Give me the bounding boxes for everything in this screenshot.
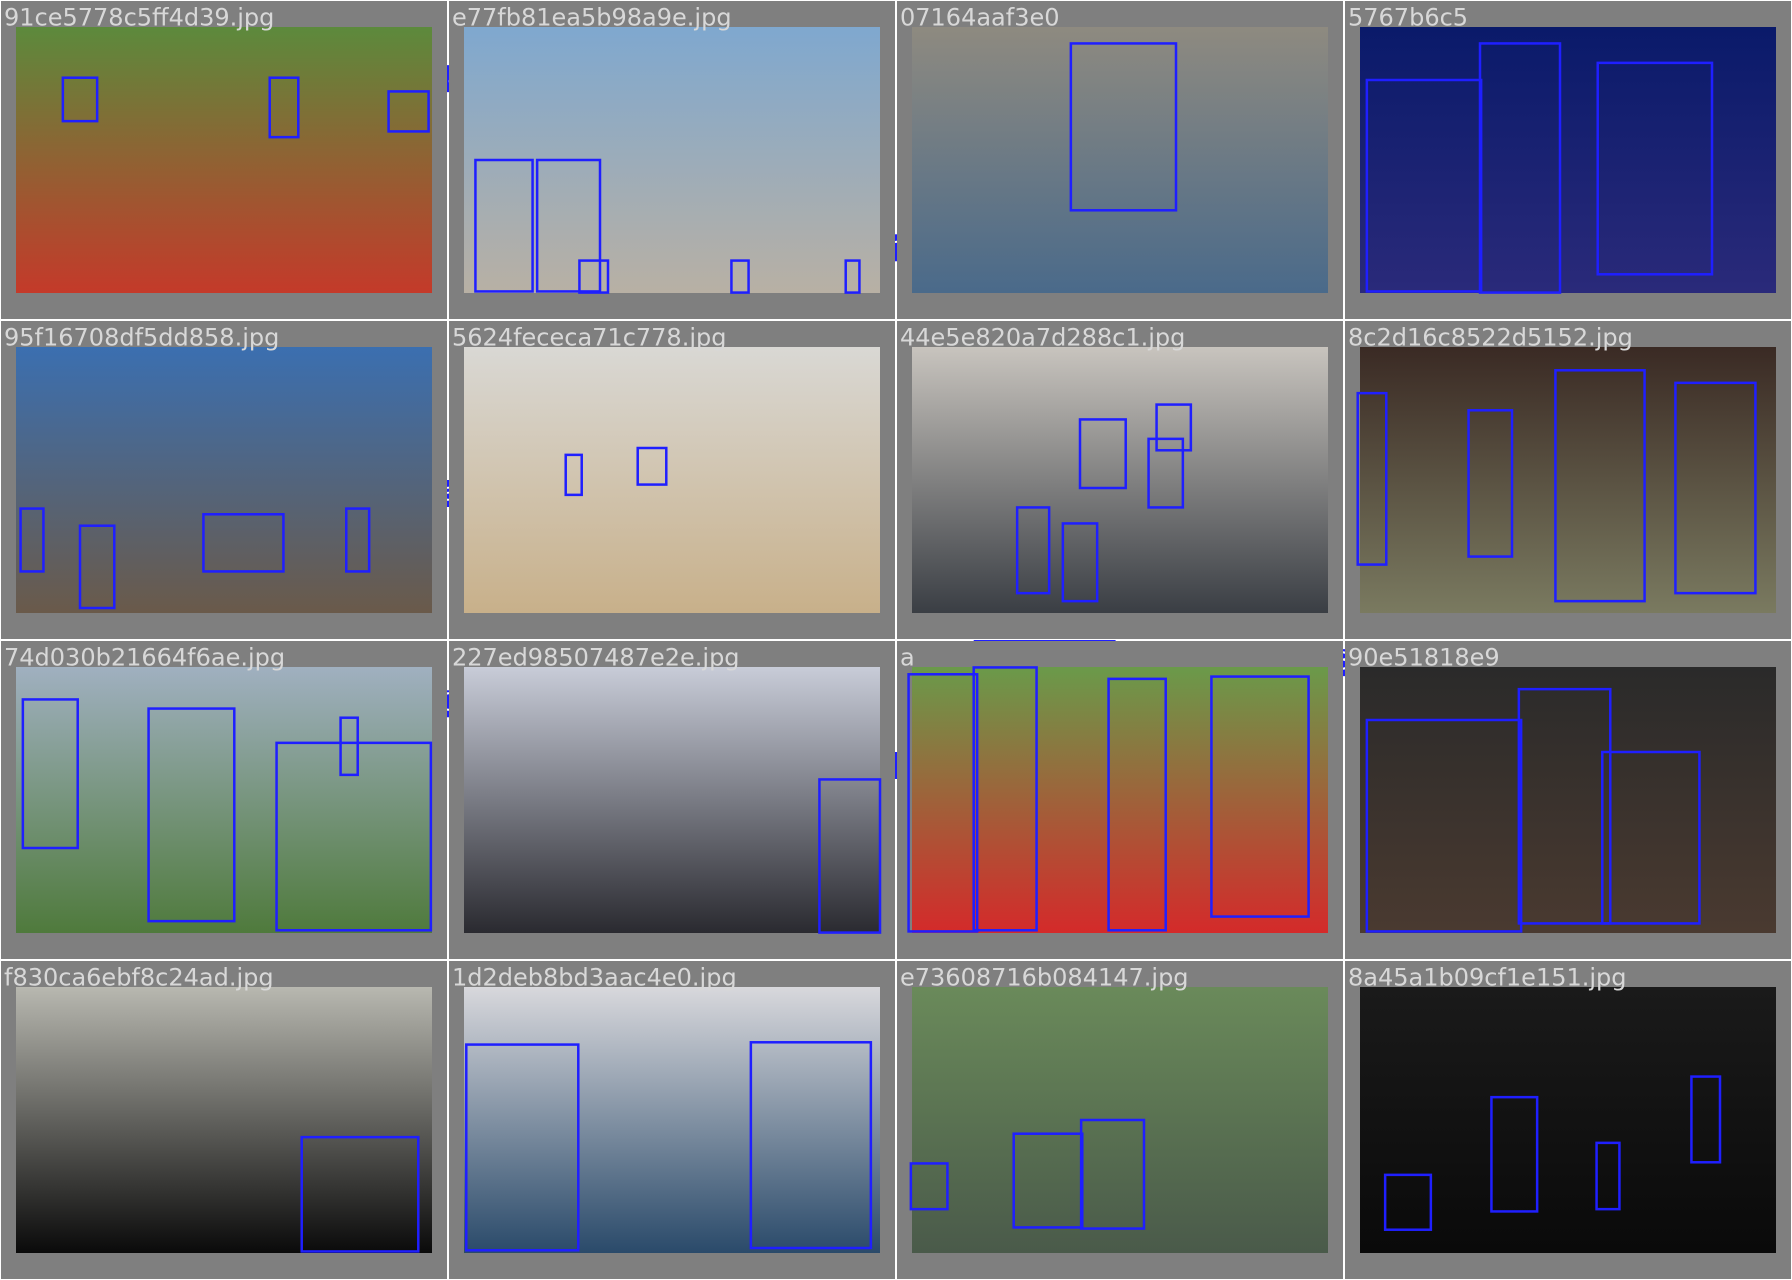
detection-box [1061,522,1099,603]
file-name: 5767b6c5 [1348,4,1468,32]
detection-box [19,507,45,573]
tile: 44e5e820a7d288c1.jpg [897,321,1343,639]
detection-box [818,778,882,934]
detection-box [268,76,300,139]
detection-box [78,524,116,610]
file-name: 95f16708df5dd858.jpg [4,324,279,352]
detection-box [1601,750,1701,925]
file-name: 91ce5778c5ff4d39.jpg [4,4,274,32]
detection-box [636,446,668,486]
detection-box [300,1135,420,1253]
tile: 07164aaf3e0 [897,1,1343,319]
detection-box [1078,418,1127,490]
photo [464,347,880,613]
photo [16,27,432,293]
tile: 95f16708df5dd858.jpg [1,321,447,639]
detection-box [202,513,285,573]
detection-box [564,453,583,497]
detection-box [1674,381,1757,595]
tile: a [897,641,1343,959]
tile: e73608716b084147.jpg [897,961,1343,1279]
photo [464,667,880,933]
photo [912,27,1328,293]
tile: 5624fececa71c778.jpg [449,321,895,639]
file-name: 227ed98507487e2e.jpg [452,644,740,672]
file-name: a [900,644,915,672]
detection-box [1147,437,1185,509]
file-name: f830ca6ebf8c24ad.jpg [4,964,274,992]
file-name: 74d030b21664f6ae.jpg [4,644,285,672]
detection-box [61,76,99,123]
detection-box [1155,403,1193,452]
detection-box [474,158,534,293]
detection-box [1383,1173,1433,1231]
detection-box [147,707,236,923]
detection-box [1596,61,1714,276]
tile: e77fb81ea5b98a9e.jpg [449,1,895,319]
file-name: 8a45a1b09cf1e151.jpg [1348,964,1627,992]
tile: 5767b6c5 [1345,1,1791,319]
detection-box [844,259,861,294]
detection-box [21,698,79,850]
file-name: 5624fececa71c778.jpg [452,324,726,352]
detection-box [578,259,610,294]
tile: 90e51818e9 [1345,641,1791,959]
detection-box [1490,1095,1539,1213]
photo [1360,347,1776,613]
file-name: 1d2deb8bd3aac4e0.jpg [452,964,737,992]
photo [1360,987,1776,1253]
file-name: 44e5e820a7d288c1.jpg [900,324,1185,352]
detection-box [465,1043,580,1252]
file-name: e77fb81ea5b98a9e.jpg [452,4,732,32]
detection-box [1554,369,1646,603]
file-name: 07164aaf3e0 [900,4,1060,32]
detection-box [907,673,979,933]
photo [16,347,432,613]
detection-box [749,1041,873,1250]
detection-box [1079,1118,1146,1230]
detection-box [387,90,430,133]
detection-box [1365,78,1483,293]
photo [16,987,432,1253]
detection-box [1517,687,1612,925]
detection-box [339,716,359,777]
file-name: 8c2d16c8522d5152.jpg [1348,324,1633,352]
photo [1360,27,1776,293]
photo [912,347,1328,613]
detection-box [1069,42,1178,212]
tile: 1d2deb8bd3aac4e0.jpg [449,961,895,1279]
file-name: 90e51818e9 [1348,644,1500,672]
detection-box [1595,1141,1621,1211]
tile: 74d030b21664f6ae.jpg [1,641,447,959]
detection-box [1356,391,1388,566]
photo [464,987,880,1253]
photo [912,667,1328,933]
detection-box [1210,675,1310,918]
tile: 227ed98507487e2e.jpg [449,641,895,959]
tile: 8a45a1b09cf1e151.jpg [1345,961,1791,1279]
detection-box [1690,1075,1722,1164]
photo [16,667,432,933]
photo [1360,667,1776,933]
detection-box [1467,409,1514,558]
detection-box [345,507,371,573]
detection-box [730,259,750,294]
file-name: e73608716b084147.jpg [900,964,1189,992]
tile: 8c2d16c8522d5152.jpg [1345,321,1791,639]
detection-box [909,1162,949,1211]
detection-box [1015,506,1051,595]
detection-box [1107,677,1167,932]
tile: f830ca6ebf8c24ad.jpg [1,961,447,1279]
detection-box [972,666,1038,932]
tile: 91ce5778c5ff4d39.jpg [1,1,447,319]
detection-box [275,741,433,932]
detection-box [535,158,602,293]
detection-box [1365,718,1523,933]
